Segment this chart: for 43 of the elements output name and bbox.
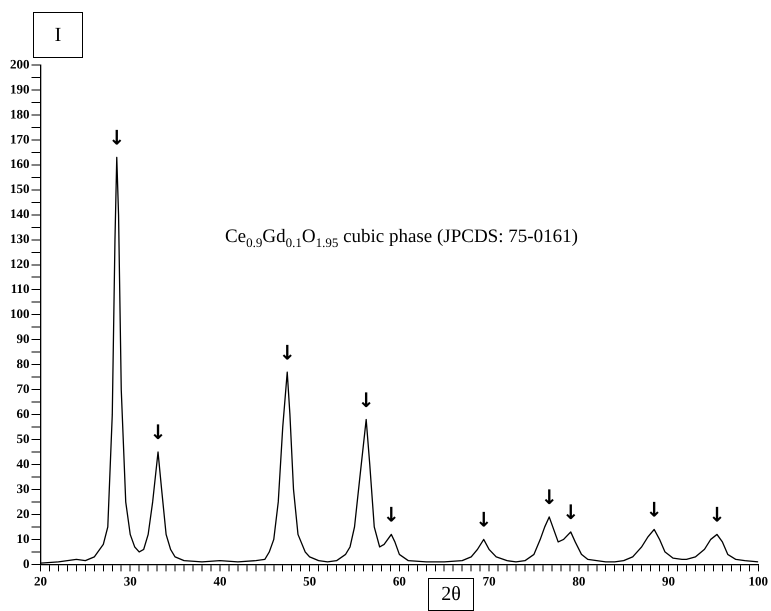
y-tick-label: 190: [10, 81, 30, 96]
y-tick-label: 60: [16, 406, 30, 421]
y-tick-label: 160: [10, 156, 30, 172]
y-tick-label: 50: [16, 430, 30, 446]
annotation: ↓: [646, 498, 663, 522]
annotation: Ce$_{0.9}$Gd$_{0.1}$O$_{1.95}$ cubic phase (JPCDS: 75-0161): [225, 226, 578, 251]
annotation: ↓: [382, 502, 400, 527]
annotation: ↓: [540, 485, 558, 510]
y-tick-label: 70: [16, 380, 30, 396]
y-tick-label: 30: [16, 480, 30, 496]
y-axis-title: I: [33, 12, 83, 58]
x-tick-label: 30: [124, 574, 137, 589]
x-tick-label: 90: [662, 574, 676, 589]
y-tick-label: 130: [10, 231, 30, 246]
annotation: ↓: [358, 388, 375, 412]
annotation: ↓: [108, 126, 126, 150]
y-tick-label: 170: [10, 131, 30, 146]
y-tick-label: 150: [10, 181, 30, 196]
x-axis-title: 2θ: [428, 578, 474, 611]
y-tick-label: 40: [16, 456, 30, 471]
y-tick-label: 120: [10, 256, 30, 272]
y-tick-label: 10: [16, 530, 30, 546]
y-tick-label: 20: [16, 506, 30, 521]
x-tick-label: 100: [748, 574, 768, 589]
y-tick-label: 110: [10, 281, 30, 296]
x-tick-label: 20: [34, 574, 47, 589]
x-tick-label: 60: [392, 574, 406, 589]
x-tick-label: 50: [303, 574, 316, 589]
annotation: ↓: [150, 420, 166, 444]
annotation: ↓: [475, 508, 492, 532]
y-tick-label: 0: [23, 556, 30, 571]
y-tick-label: 180: [10, 106, 30, 122]
annotation: ↓: [708, 502, 726, 527]
x-tick-label: 40: [213, 574, 226, 589]
y-tick-label: 200: [10, 56, 30, 72]
y-tick-label: 140: [10, 206, 30, 222]
x-tick-label: 70: [482, 574, 496, 589]
annotation: ↓: [278, 340, 296, 364]
annotation: ↓: [562, 500, 580, 524]
y-tick-label: 90: [16, 331, 30, 346]
y-tick-label: 100: [10, 306, 30, 322]
x-tick-label: 80: [572, 574, 586, 589]
y-tick-label: 80: [16, 356, 30, 371]
